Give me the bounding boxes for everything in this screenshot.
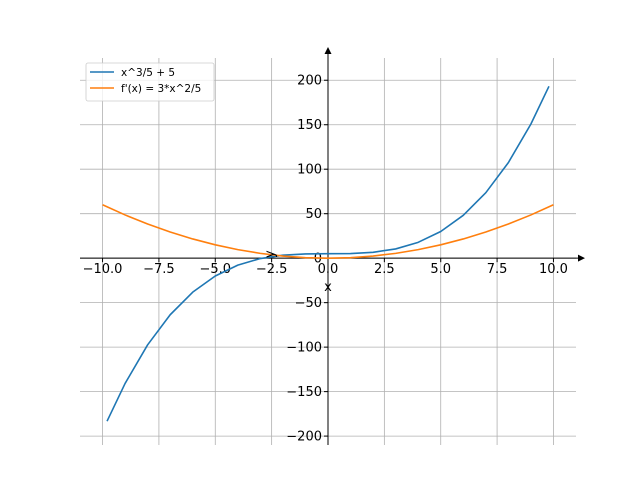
legend-box xyxy=(85,62,215,102)
y-tick-label-5: 50 xyxy=(305,207,322,222)
y-tick-label-6: 100 xyxy=(297,163,322,178)
y-axis-label: y xyxy=(263,250,278,258)
y-tick-label-8: 200 xyxy=(297,74,322,89)
x-axis-label: x xyxy=(324,280,332,295)
legend-label-1: f'(x) = 3*x^2/5 xyxy=(121,83,201,95)
y-tick-label-1: −150 xyxy=(286,385,322,400)
y-tick-label-7: 150 xyxy=(297,118,322,133)
x-tick-label-4: 0.0 xyxy=(318,262,339,277)
ticks: −10.0 −7.5 −5.0 −2.5 0.0 2.5 5.0 7.5 10.0 −200 −15… xyxy=(83,74,568,445)
y-tick-label-3: −50 xyxy=(295,296,322,311)
x-tick-label-1: −7.5 xyxy=(143,262,175,277)
legend-label-0: x^3/5 + 5 xyxy=(121,67,175,79)
y-axis-arrow xyxy=(324,47,332,54)
axes xyxy=(80,47,585,445)
y-tick-label-2: −100 xyxy=(286,341,322,356)
x-tick-label-0: −10.0 xyxy=(83,262,123,277)
y-tick-label-4: 0 xyxy=(314,252,322,267)
x-tick-label-6: 5.0 xyxy=(430,262,451,277)
x-axis-arrow xyxy=(578,254,585,262)
legend: x^3/5 + 5 f'(x) = 3*x^2/5 xyxy=(85,62,215,102)
y-tick-label-0: −200 xyxy=(286,430,322,445)
x-tick-label-3: −2.5 xyxy=(256,262,288,277)
series-line-1 xyxy=(102,204,554,259)
x-tick-label-8: 10.0 xyxy=(539,262,568,277)
x-tick-label-2: −5.0 xyxy=(199,262,231,277)
series-line-0 xyxy=(106,85,550,422)
x-tick-label-5: 2.5 xyxy=(374,262,395,277)
series-group xyxy=(102,85,554,422)
x-tick-label-7: 7.5 xyxy=(487,262,508,277)
